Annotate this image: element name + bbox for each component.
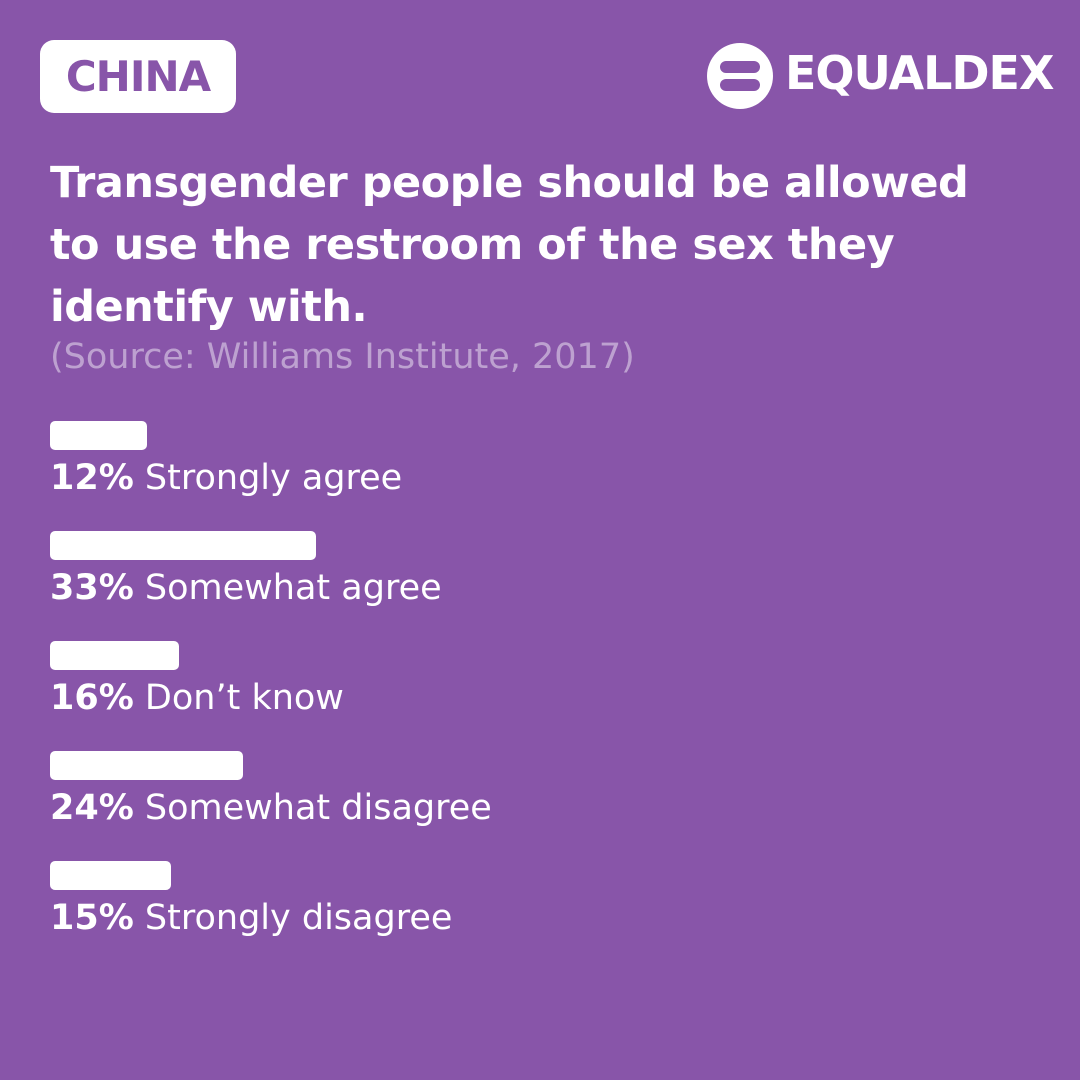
bar [50, 751, 244, 780]
category-label: Strongly disagree [144, 898, 453, 938]
bar [50, 531, 316, 560]
category-label: Somewhat agree [144, 568, 442, 608]
row-label: 12% Strongly agree [50, 458, 402, 498]
row-label: 16% Don’t know [50, 678, 344, 718]
brand-name: EQUALDEX [785, 46, 1054, 100]
bar [50, 641, 179, 670]
row-label: 15% Strongly disagree [50, 898, 452, 938]
chart-subtitle: (Source: Williams Institute, 2017) [50, 337, 635, 377]
category-label: Somewhat disagree [144, 788, 492, 828]
value-label: 33% [50, 568, 134, 608]
country-badge: CHINA [40, 40, 236, 113]
value-label: 12% [50, 458, 134, 498]
row-label: 33% Somewhat agree [50, 568, 442, 608]
value-label: 15% [50, 898, 134, 938]
category-label: Don’t know [144, 678, 344, 718]
row-label: 24% Somewhat disagree [50, 788, 492, 828]
brand-logo [707, 43, 773, 109]
bar [50, 861, 171, 890]
bar [50, 421, 147, 450]
value-label: 24% [50, 788, 134, 828]
category-label: Strongly agree [144, 458, 403, 498]
chart-title: Transgender people should be allowed to … [50, 158, 969, 332]
value-label: 16% [50, 678, 134, 718]
